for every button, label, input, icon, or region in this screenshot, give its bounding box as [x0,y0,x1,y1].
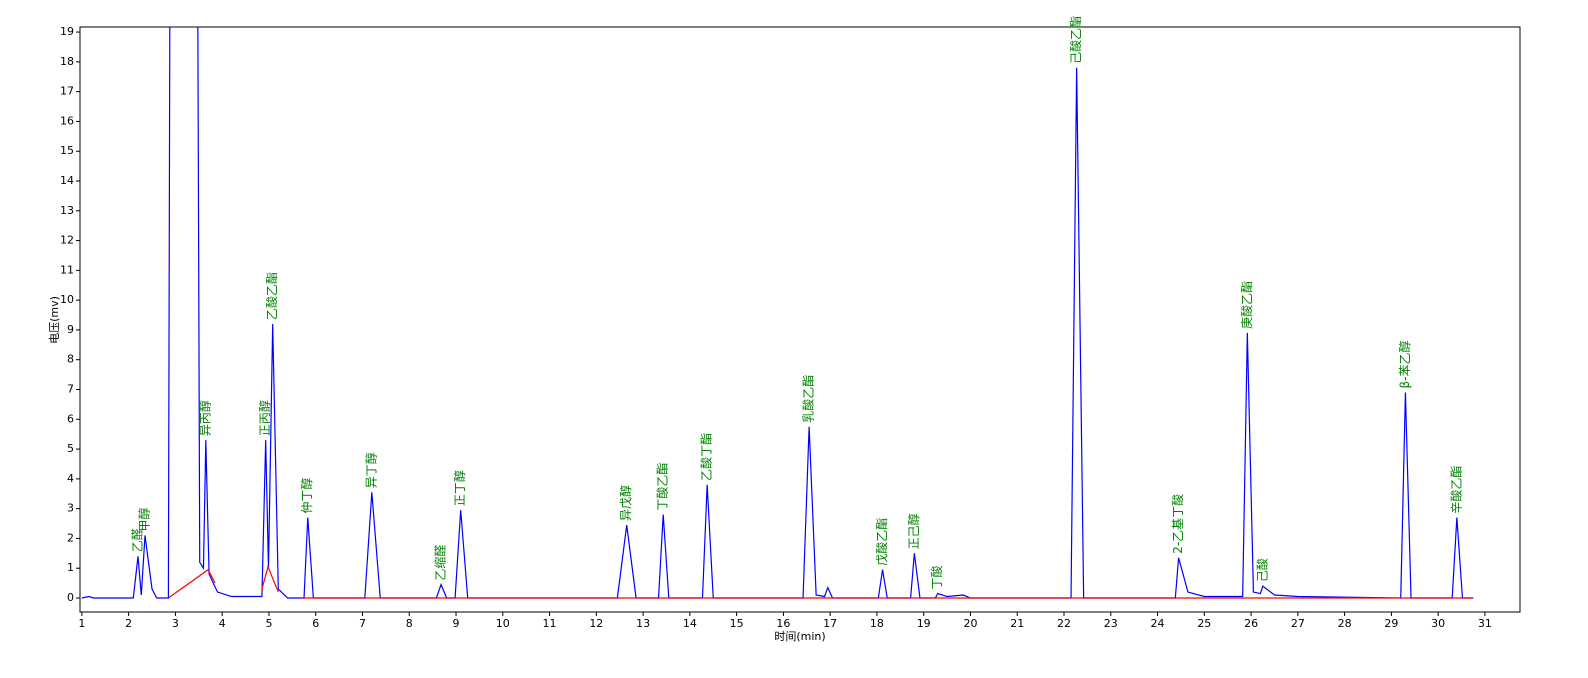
y-tick-label: 6 [67,412,74,425]
x-tick-label: 26 [1244,617,1258,630]
y-axis-title: 电压(mv) [48,296,61,344]
x-tick-label: 1 [78,617,85,630]
x-tick-label: 13 [636,617,650,630]
x-tick-label: 30 [1431,617,1445,630]
x-tick-label: 31 [1478,617,1492,630]
peak-label: 辛酸乙酯 [1448,466,1463,514]
y-tick-label: 3 [67,502,74,515]
peak-label: 甲醇 [137,507,152,531]
x-tick-label: 5 [265,617,272,630]
x-tick-label: 2 [125,617,132,630]
x-tick-label: 3 [172,617,179,630]
x-tick-label: 20 [963,617,977,630]
x-tick-label: 11 [543,617,557,630]
plot-area [81,27,1474,599]
peak-label: 庚酸乙酯 [1239,281,1254,329]
peak-label: 丁酸 [929,566,944,590]
y-tick-label: 12 [60,234,74,247]
x-tick-label: 18 [870,617,884,630]
y-tick-label: 0 [67,591,74,604]
peak-label: 乳酸乙酯 [801,375,816,423]
y-tick-label: 7 [67,382,74,395]
y-tick-label: 16 [60,114,74,127]
y-tick-label: 8 [67,353,74,366]
peak-label: 异丙醇 [197,400,212,436]
peak-label: 异丁醇 [363,452,378,488]
peak-label: 2-乙基丁酸 [1170,494,1185,554]
x-tick-label: 17 [823,617,837,630]
x-tick-label: 24 [1151,617,1165,630]
y-tick-label: 9 [67,323,74,336]
x-tick-label: 28 [1338,617,1352,630]
peak-label: 丁酸乙酯 [655,463,670,511]
peak-label: 乙醛 [129,528,144,552]
x-tick-label: 25 [1197,617,1211,630]
plot-frame [79,26,1521,613]
y-tick-label: 5 [67,442,74,455]
peak-label: 正丁醇 [452,470,467,506]
peak-label: 己酸 [1254,558,1269,582]
x-tick-label: 14 [683,617,697,630]
peak-label: 乙缩醛 [433,545,448,581]
peak-label: 己酸乙酯 [1068,16,1083,64]
x-tick-label: 22 [1057,617,1071,630]
y-tick-label: 17 [60,85,74,98]
x-axis-title: 时间(min) [774,630,825,643]
x-tick-label: 23 [1104,617,1118,630]
x-tick-label: 15 [730,617,744,630]
x-tick-label: 21 [1010,617,1024,630]
peak-label: 正丙醇 [257,400,272,436]
peak-label: 仲丁醇 [299,478,314,514]
x-tick-label: 7 [359,617,366,630]
peak-label: 乙酸乙酯 [264,272,279,320]
x-tick-label: 9 [453,617,460,630]
x-tick-label: 29 [1384,617,1398,630]
peak-label: 乙酸丁酯 [699,433,714,481]
peak-label: 戊酸乙酯 [874,518,889,566]
y-tick-label: 15 [60,144,74,157]
y-tick-label: 13 [60,204,74,217]
x-tick-label: 4 [219,617,226,630]
y-tick-label: 1 [67,561,74,574]
peak-label: 正己醇 [906,513,921,549]
peak-label: β-苯乙醇 [1397,340,1412,388]
x-tick-label: 16 [776,617,790,630]
trace-line [168,564,1471,599]
y-tick-label: 10 [60,293,74,306]
x-tick-label: 12 [589,617,603,630]
peak-label: 异戊醇 [618,485,633,521]
x-tick-label: 8 [406,617,413,630]
y-tick-label: 18 [60,55,74,68]
x-tick-label: 19 [917,617,931,630]
y-tick-label: 11 [60,263,74,276]
y-tick-label: 2 [67,531,74,544]
y-tick-label: 4 [67,472,74,485]
x-tick-label: 10 [496,617,510,630]
y-tick-label: 19 [60,25,74,38]
x-tick-label: 6 [312,617,319,630]
x-tick-label: 27 [1291,617,1305,630]
y-tick-label: 14 [60,174,74,187]
